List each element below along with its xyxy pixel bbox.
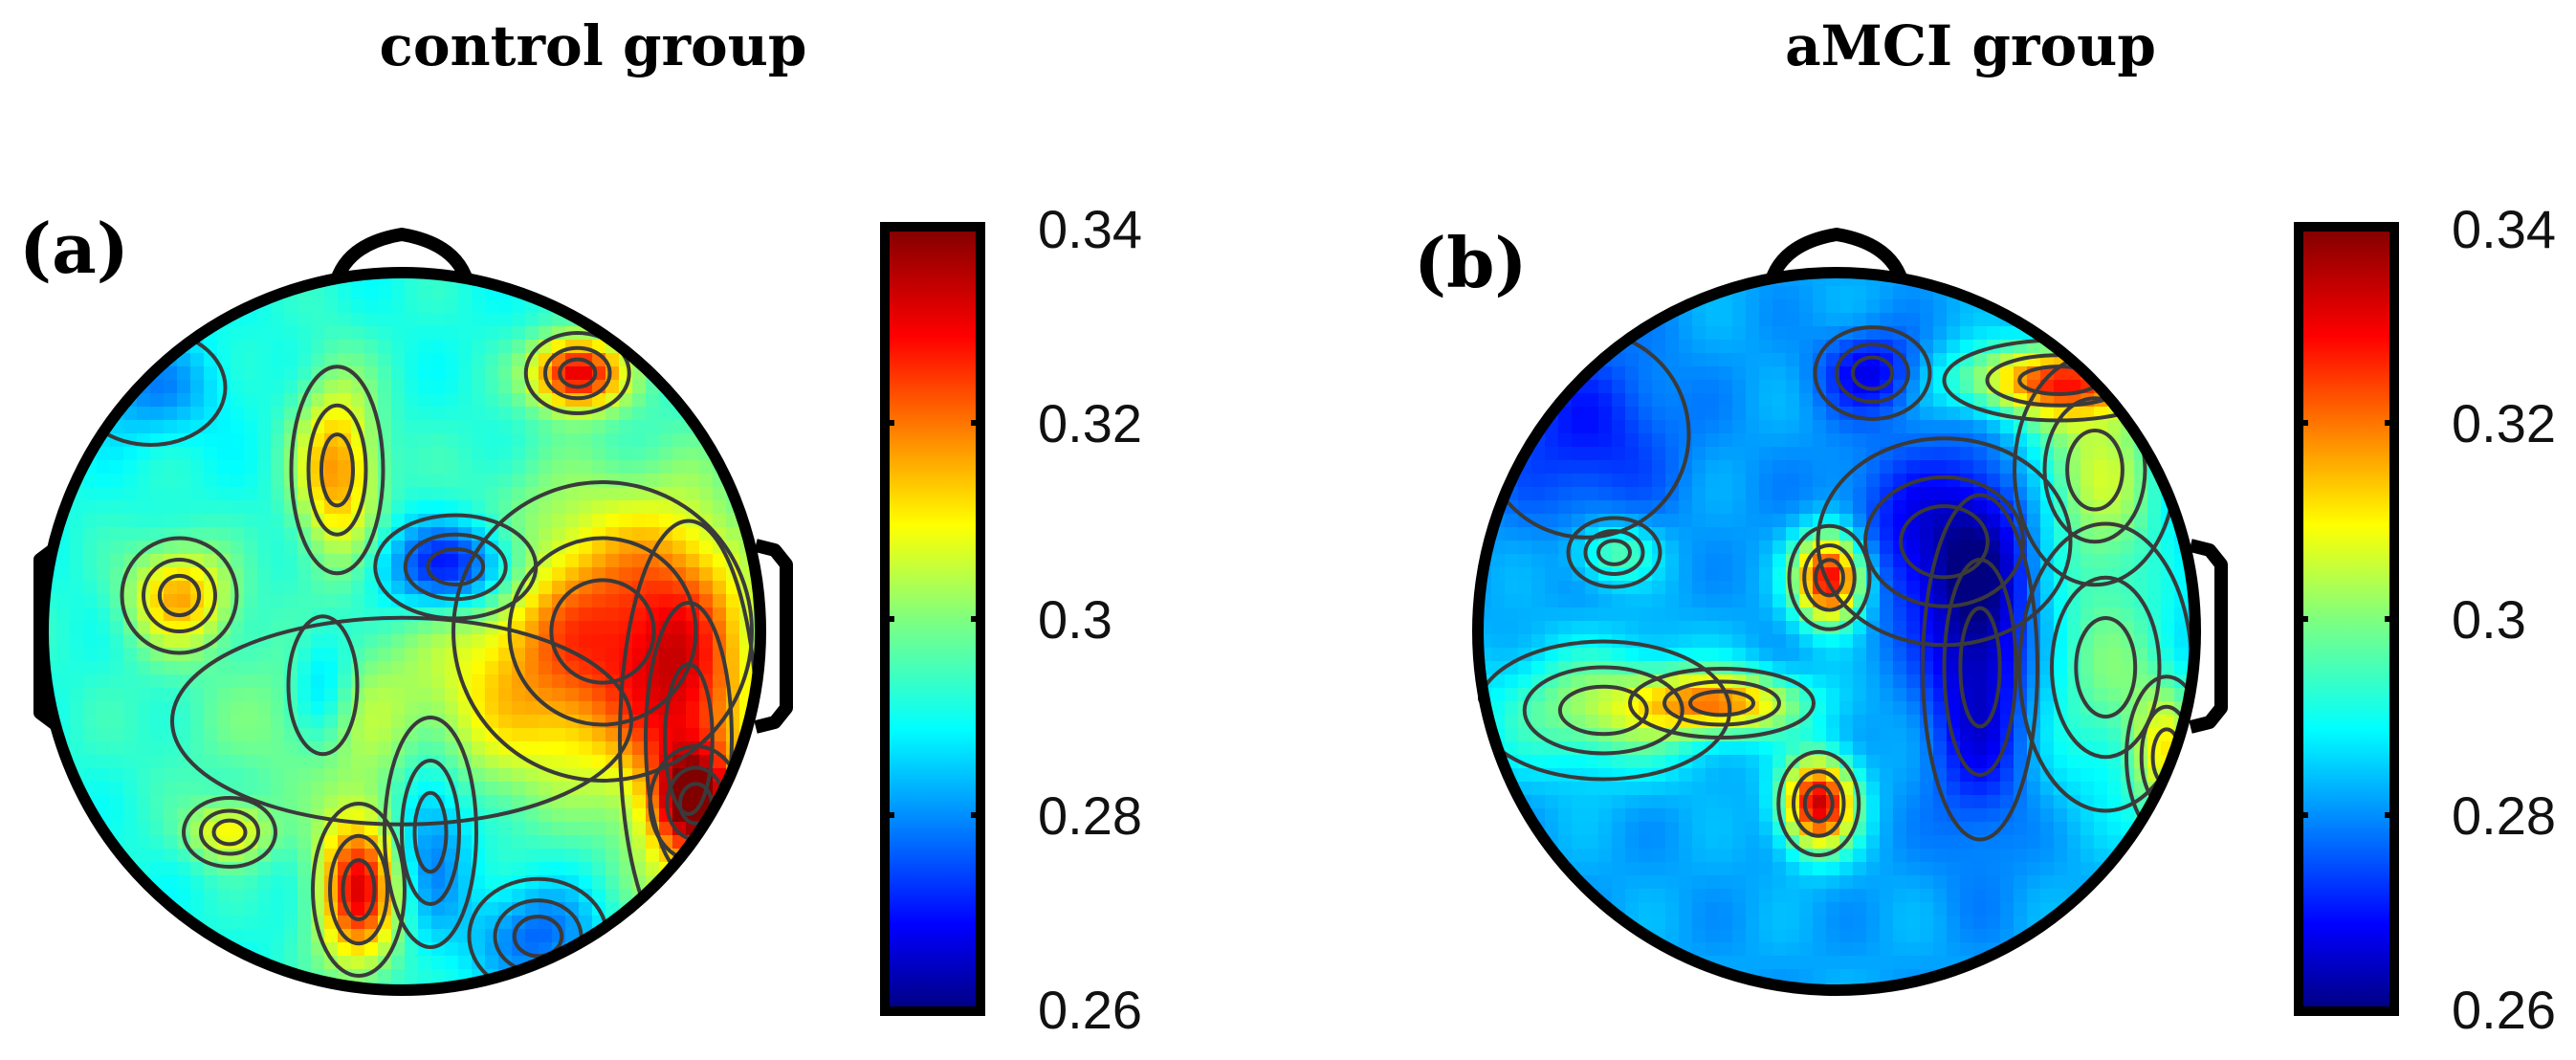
colorbar-tick-label-b-4: 0.26 <box>2452 980 2556 1040</box>
colorbar-tick-label-b-3: 0.28 <box>2452 785 2556 846</box>
contour-line <box>451 480 754 783</box>
contour-line <box>1522 665 1684 756</box>
contour-line <box>328 833 389 946</box>
panel-b-nose <box>1763 228 1910 289</box>
contour-line <box>1557 684 1649 737</box>
contour-line <box>1863 475 2025 608</box>
contour-line <box>373 513 539 621</box>
panel-b-head <box>1472 228 2228 996</box>
contour-line <box>211 818 248 847</box>
panel-b-ear-right <box>2189 539 2228 734</box>
colorbar-tick-label-b-1: 0.32 <box>2452 393 2556 453</box>
contour-line <box>1776 750 1861 857</box>
panel-a-colorbar-fill <box>880 222 985 1016</box>
contour-line <box>523 331 631 415</box>
contour-line <box>157 573 202 618</box>
contour-line <box>1850 355 1895 391</box>
contour-line <box>142 558 217 633</box>
panel-a-nose <box>328 228 475 289</box>
contour-line <box>400 759 461 906</box>
contour-line <box>1813 325 1932 421</box>
contour-line <box>341 858 377 921</box>
contour-line <box>289 364 385 576</box>
colorbar-tick-label-b-2: 0.3 <box>2452 589 2526 650</box>
panel-a-label: (a) <box>19 208 129 289</box>
contour-line <box>383 716 478 949</box>
contour-line <box>1802 784 1835 824</box>
panel-b: aMCI group (b) 0.34 0.32 0.3 0.28 0.26 <box>1414 13 2556 1040</box>
contour-line <box>2065 429 2125 512</box>
contour-line <box>1566 516 1662 589</box>
colorbar-tick-label-a-3: 0.28 <box>1038 785 1142 846</box>
panel-a-colorbar: 0.34 0.32 0.3 0.28 0.26 <box>880 199 1142 1040</box>
contour-line <box>558 357 598 389</box>
contour-line <box>1596 539 1632 566</box>
contour-line <box>1921 493 2039 842</box>
contour-line <box>182 796 277 869</box>
contour-line <box>1958 606 2002 729</box>
contour-line <box>170 615 633 827</box>
colorbar-tick-label-a-4: 0.26 <box>1038 980 1142 1040</box>
contour-line <box>1628 667 1816 740</box>
panel-a-title: control group <box>380 13 807 78</box>
panel-b-title: aMCI group <box>1785 13 2156 78</box>
contour-line <box>1802 543 1857 612</box>
contour-line <box>286 614 360 757</box>
contour-line <box>543 345 612 401</box>
panel-a-head <box>33 228 793 996</box>
colorbar-tick-label-b-0: 0.34 <box>2452 199 2556 259</box>
contour-line <box>412 790 449 874</box>
contour-line <box>1816 436 2073 648</box>
contour-line <box>2074 615 2138 719</box>
contour-line <box>1688 689 1755 718</box>
contour-line <box>663 662 715 816</box>
contour-line <box>1899 504 1990 580</box>
contour-line <box>199 808 260 856</box>
contour-line <box>2050 575 2162 760</box>
contour-line <box>1814 558 1845 598</box>
panel-a-head-outline <box>37 267 766 996</box>
contour-line <box>426 546 486 587</box>
contour-line <box>1835 342 1910 404</box>
colorbar-tick-label-a-1: 0.32 <box>1038 393 1142 453</box>
colorbar-tick-label-a-0: 0.34 <box>1038 199 1142 259</box>
panel-b-colorbar: 0.34 0.32 0.3 0.28 0.26 <box>2294 199 2556 1040</box>
panel-b-head-outline <box>1472 267 2201 996</box>
colorbar-tick-label-a-2: 0.3 <box>1038 589 1112 650</box>
contour-line <box>1787 523 1872 631</box>
contour-line <box>2042 396 2147 544</box>
contour-line <box>1583 529 1645 576</box>
contour-line <box>1792 769 1846 838</box>
panel-b-topomap <box>1478 273 2195 990</box>
panel-b-label: (b) <box>1414 222 1527 303</box>
contour-line <box>1662 679 1781 727</box>
panel-a: control group (a) 0.34 0.32 0.3 0.28 0.26 <box>19 13 1142 1040</box>
contour-line <box>319 432 355 508</box>
contour-line <box>512 915 564 959</box>
panel-b-colorbar-fill <box>2294 222 2399 1016</box>
contour-line <box>120 536 239 655</box>
contour-line <box>549 578 656 685</box>
contour-line <box>306 403 368 537</box>
contour-line <box>403 532 508 602</box>
contour-line <box>311 802 407 978</box>
panel-a-ear-right <box>754 539 793 734</box>
contour-line <box>1478 639 1732 782</box>
